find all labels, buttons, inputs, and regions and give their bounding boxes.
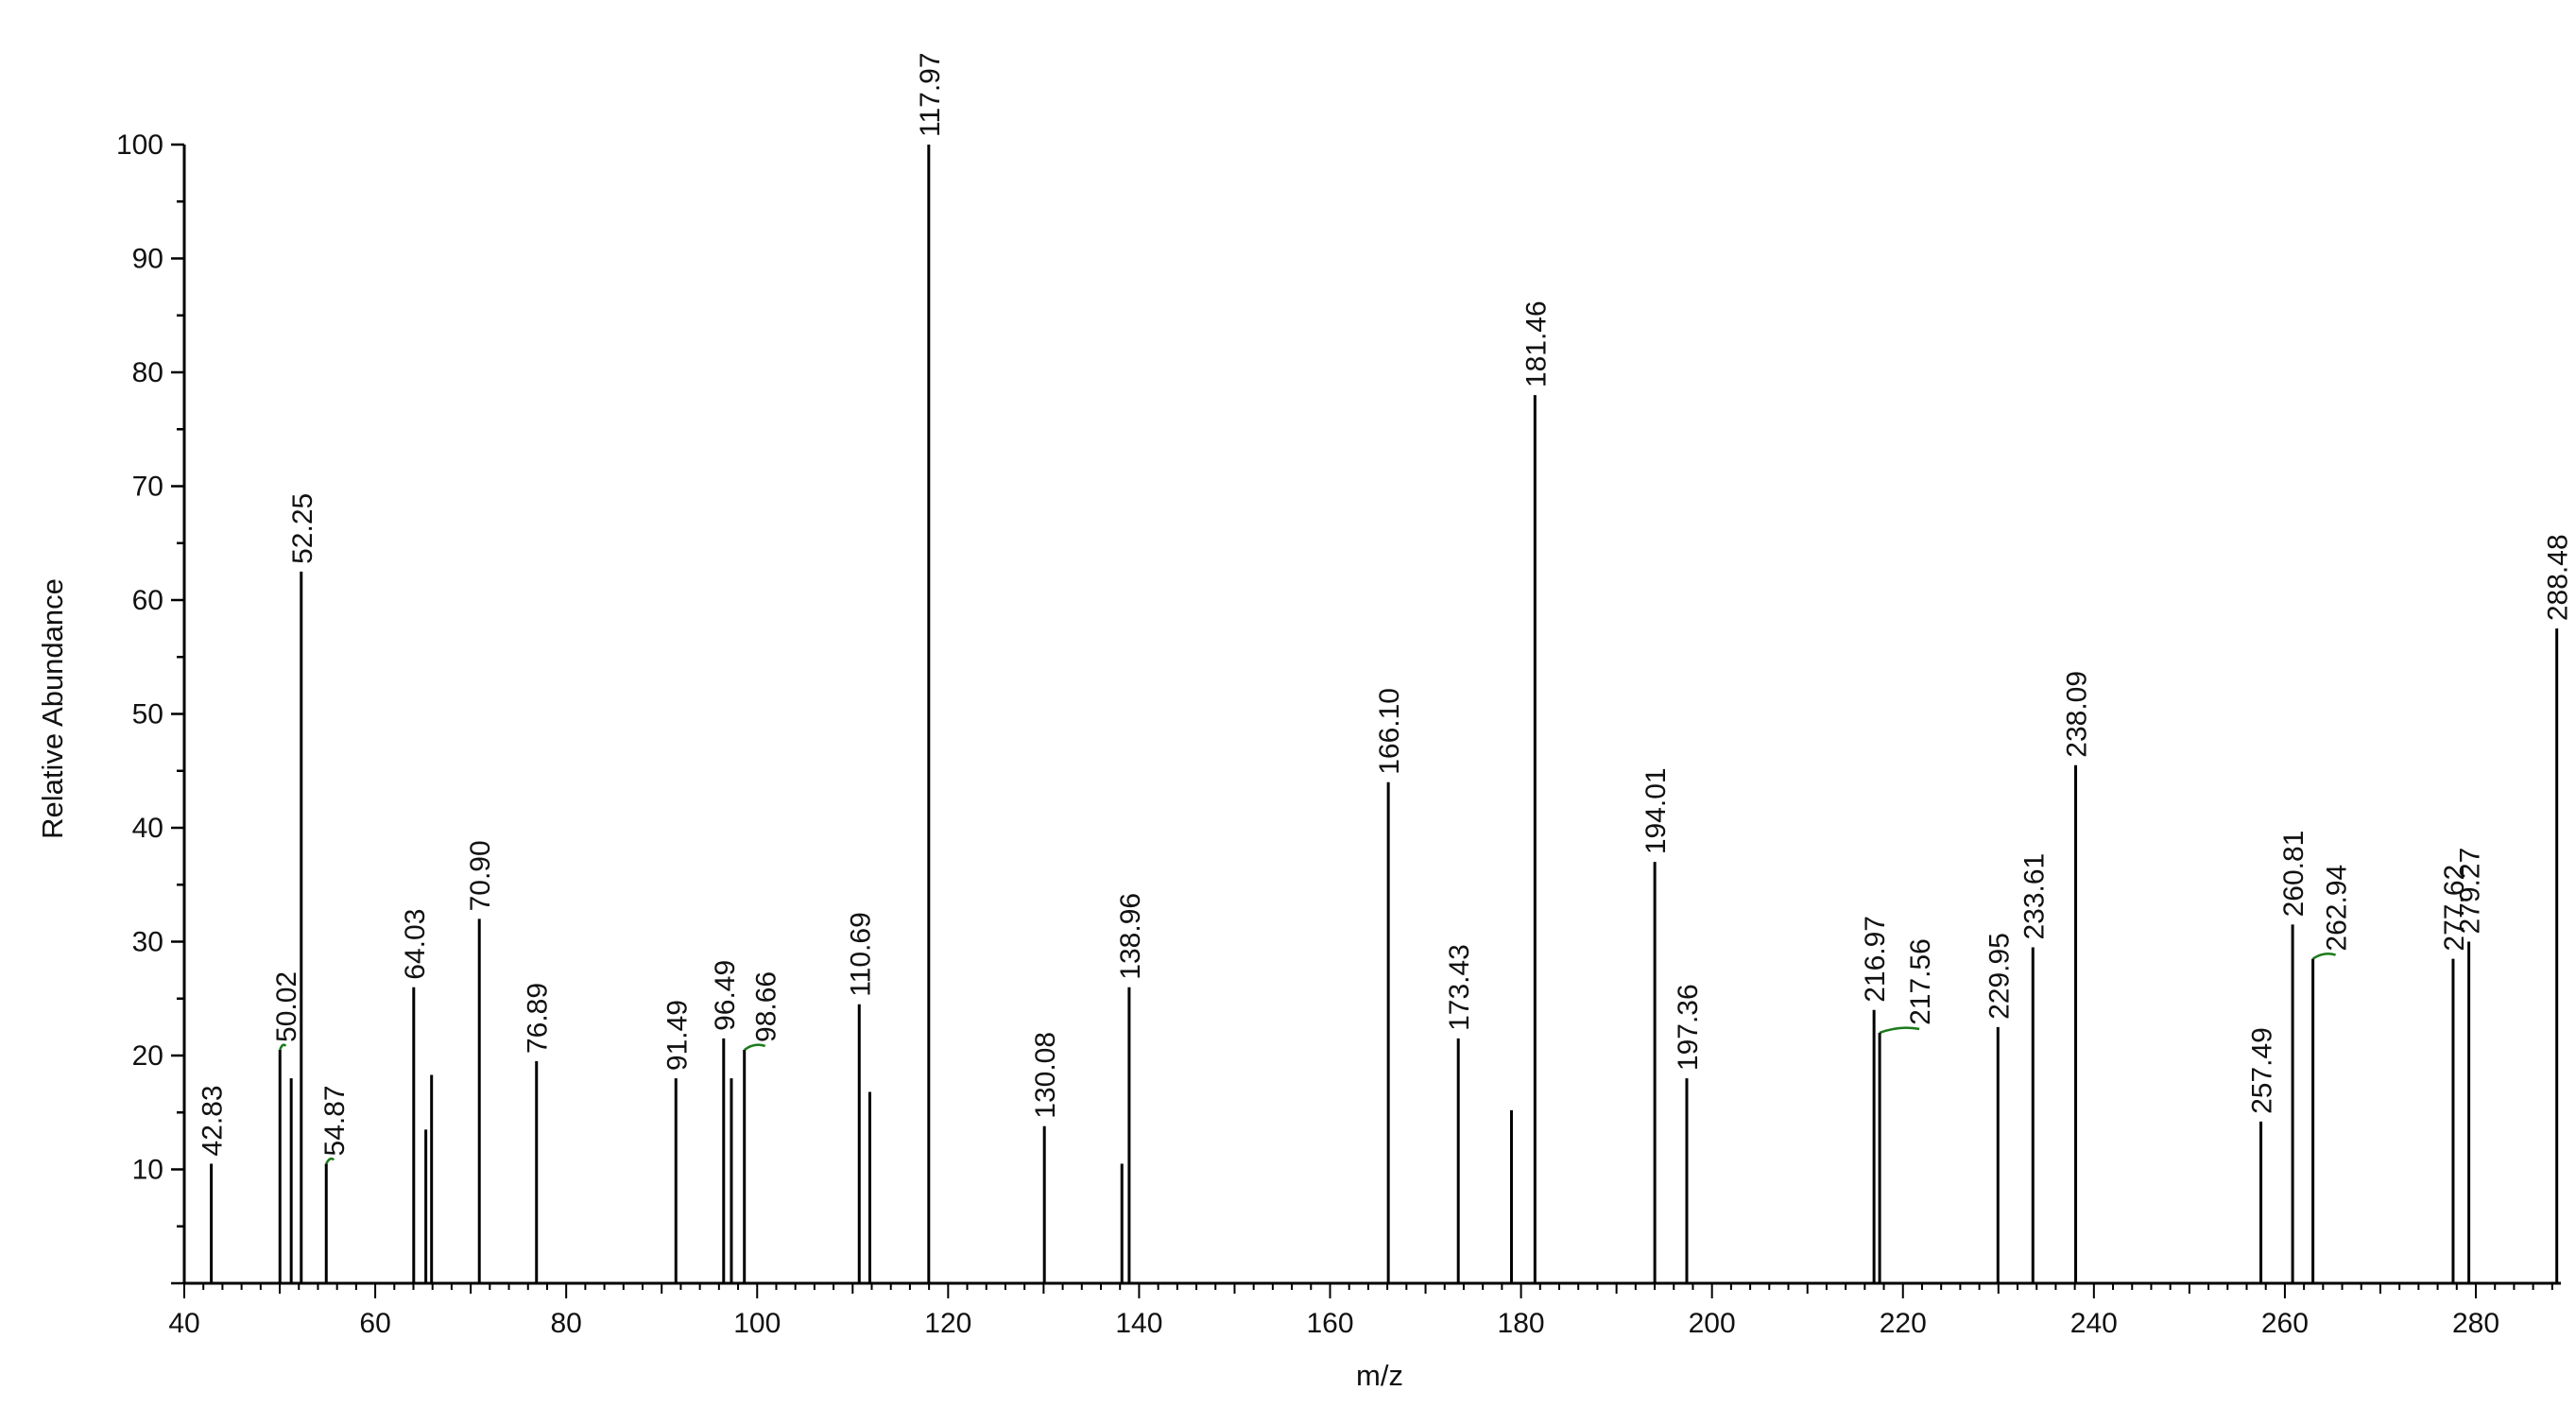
x-axis: 40 60 80 100 120 140 160 180 200 220 240 260 280 [168, 1281, 2561, 1339]
y-tick-label: 50 [132, 699, 163, 730]
peak-label: 54.87 [319, 1085, 351, 1156]
peak-label: 166.10 [1374, 688, 1405, 775]
peak-label: 277.62 [2439, 865, 2470, 952]
peak-labels: 42.83 50.02 52.25 54.87 64.03 70.90 76.89 91.49… [197, 52, 2574, 1156]
peak-label: 216.97 [1860, 916, 1891, 1003]
x-tick-label: 220 [1880, 1308, 1927, 1339]
peak-label: 138.96 [1115, 893, 1146, 980]
peak-label: 197.36 [1673, 984, 1704, 1071]
peak-label: 194.01 [1640, 767, 1672, 854]
peak-label: 110.69 [845, 912, 876, 997]
peak-label: 130.08 [1030, 1032, 1061, 1119]
peak-label: 229.95 [1984, 933, 2015, 1020]
peak-label: 257.49 [2247, 1027, 2278, 1114]
y-tick-label: 90 [132, 244, 163, 275]
y-tick-label: 40 [132, 813, 163, 844]
peak-label: 52.25 [287, 493, 318, 564]
label-connector [279, 1043, 287, 1051]
y-tick-label: 60 [132, 585, 163, 616]
x-tick-label: 140 [1115, 1308, 1162, 1339]
peak-label: 70.90 [465, 840, 496, 911]
peak-label: 96.49 [710, 960, 741, 1031]
x-tick-label: 180 [1498, 1308, 1545, 1339]
peak-label: 42.83 [197, 1085, 229, 1156]
x-tick-label: 60 [359, 1308, 390, 1339]
x-axis-title: m/z [1356, 1359, 1403, 1392]
peak-label: 233.61 [2018, 853, 2050, 940]
y-axis-title: Relative Abundance [36, 578, 69, 839]
y-tick-label: 100 [116, 129, 163, 161]
peak-label: 181.46 [1520, 300, 1552, 387]
peak-label: 50.02 [271, 971, 302, 1042]
spectrum-peaks [210, 145, 2559, 1283]
label-connector [743, 1043, 766, 1051]
label-connector [1879, 1026, 1920, 1035]
peak-label: 238.09 [2062, 671, 2093, 758]
peak-label: 288.48 [2543, 534, 2574, 621]
label-connector [325, 1157, 335, 1165]
x-tick-label: 160 [1306, 1308, 1353, 1339]
y-tick-label: 70 [132, 472, 163, 503]
x-tick-label: 80 [550, 1308, 581, 1339]
x-tick-label: 260 [2261, 1308, 2309, 1339]
x-tick-label: 280 [2452, 1308, 2499, 1339]
x-tick-label: 40 [168, 1308, 199, 1339]
peak-label-connectors [279, 953, 2337, 1165]
y-tick-label: 80 [132, 357, 163, 388]
peak-label: 117.97 [915, 52, 946, 137]
peak-label: 64.03 [400, 909, 431, 980]
peak-label: 76.89 [523, 983, 554, 1054]
peak-label: 217.56 [1905, 938, 1936, 1025]
x-tick-label: 100 [733, 1308, 781, 1339]
peak-label: 262.94 [2322, 865, 2353, 952]
y-tick-label: 30 [132, 927, 163, 958]
peak-label: 91.49 [661, 1000, 693, 1071]
x-tick-label: 240 [2070, 1308, 2118, 1339]
x-tick-label: 200 [1689, 1308, 1736, 1339]
peak-label: 98.66 [751, 971, 782, 1042]
peak-label: 173.43 [1444, 944, 1475, 1031]
peak-label: 279.27 [2455, 848, 2486, 935]
label-connector [2311, 953, 2337, 960]
x-tick-label: 120 [924, 1308, 971, 1339]
y-tick-label: 20 [132, 1040, 163, 1072]
peak-label: 260.81 [2278, 831, 2310, 918]
y-axis: 10 20 30 40 50 60 70 80 90 100 [116, 129, 186, 1285]
y-tick-label: 10 [132, 1155, 163, 1186]
